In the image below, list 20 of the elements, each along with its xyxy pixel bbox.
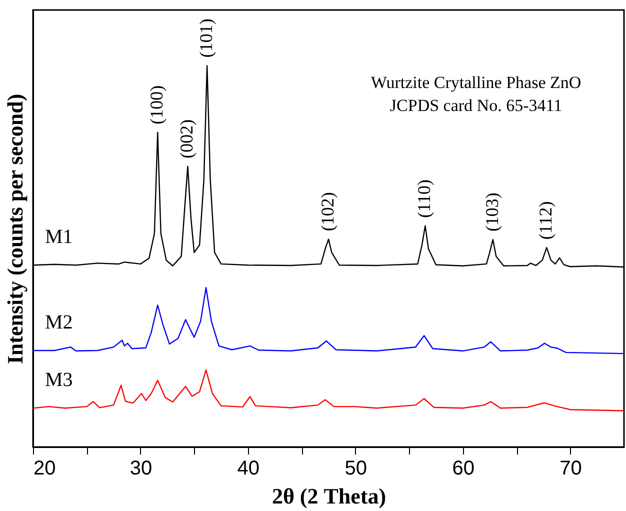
annotation: (110) — [414, 180, 434, 218]
annotation: (112) — [536, 201, 556, 240]
x-tick-label: 50 — [344, 458, 367, 480]
annotation: (100) — [146, 85, 167, 124]
annotation: JCPDS card No. 65-3411 — [390, 96, 562, 115]
x-tick-label: 70 — [560, 458, 582, 480]
series-label: M3 — [45, 369, 73, 392]
annotation: Wurtzite Crytalline Phase ZnO — [370, 73, 582, 92]
annotation: (103) — [482, 192, 502, 232]
annotation: (101) — [196, 18, 216, 58]
x-tick-label: 60 — [452, 458, 474, 480]
y-axis-title: Intensity (counts per second) — [2, 94, 28, 364]
x-tick-label: 30 — [130, 458, 152, 480]
x-tick-label: 40 — [237, 458, 260, 480]
annotation: (002) — [176, 119, 197, 158]
x-axis-title: 2θ (2 Theta) — [272, 484, 386, 508]
series-label: M1 — [45, 226, 73, 248]
annotation: (102) — [318, 192, 338, 232]
series-label: M2 — [45, 312, 73, 334]
x-tick-label: 20 — [34, 458, 56, 480]
